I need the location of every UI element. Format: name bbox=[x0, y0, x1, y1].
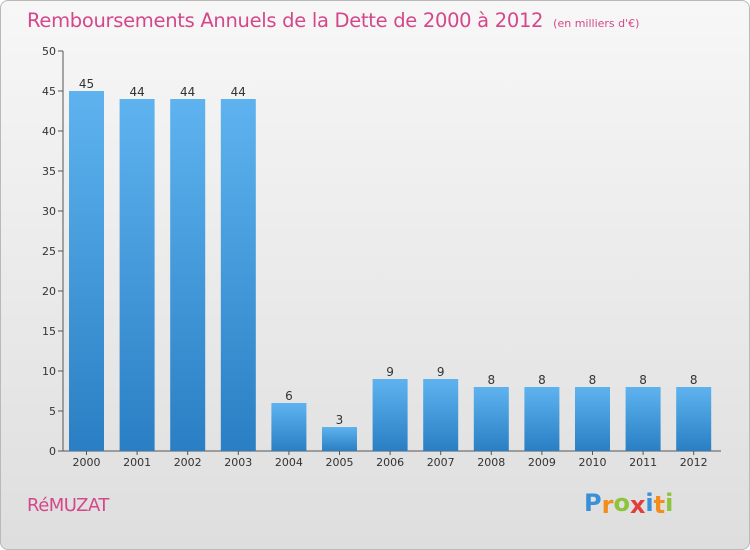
bar bbox=[271, 403, 307, 451]
unit-note: (en milliers d'€) bbox=[553, 17, 640, 30]
bar bbox=[69, 91, 104, 451]
x-tick-label: 2011 bbox=[629, 456, 657, 469]
x-tick-label: 2008 bbox=[477, 456, 505, 469]
bar bbox=[423, 379, 459, 451]
bar bbox=[220, 99, 256, 451]
data-label: 9 bbox=[386, 365, 394, 379]
bar bbox=[372, 379, 408, 451]
logo-letter: i bbox=[645, 489, 654, 517]
data-label: 44 bbox=[129, 85, 144, 99]
data-label: 45 bbox=[79, 77, 94, 91]
y-tick-label: 20 bbox=[42, 285, 56, 298]
x-tick-label: 2001 bbox=[123, 456, 151, 469]
y-tick-label: 50 bbox=[42, 45, 56, 58]
bar bbox=[170, 99, 206, 451]
y-tick-label: 15 bbox=[42, 325, 56, 338]
x-tick-label: 2009 bbox=[528, 456, 556, 469]
bars bbox=[69, 91, 712, 451]
data-label: 3 bbox=[336, 413, 344, 427]
x-tick-label: 2010 bbox=[579, 456, 607, 469]
data-label: 44 bbox=[180, 85, 195, 99]
logo-letter: r bbox=[601, 491, 614, 519]
commune-name: RéMUZAT bbox=[27, 495, 109, 516]
chart-title-text: Remboursements Annuels de la Dette de 20… bbox=[27, 9, 544, 32]
y-tick-label: 25 bbox=[42, 245, 56, 258]
bar bbox=[473, 387, 509, 451]
logo-letter: t bbox=[653, 491, 666, 519]
chart-title: Remboursements Annuels de la Dette de 20… bbox=[27, 9, 639, 32]
y-tick-label: 10 bbox=[42, 365, 56, 378]
data-label: 9 bbox=[437, 365, 445, 379]
data-label: 44 bbox=[231, 85, 246, 99]
y-tick-label: 40 bbox=[42, 125, 56, 138]
logo-letter: o bbox=[613, 489, 630, 517]
y-tick-label: 0 bbox=[49, 445, 56, 458]
x-tick-label: 2007 bbox=[427, 456, 455, 469]
data-label: 8 bbox=[690, 373, 698, 387]
x-tick-label: 2005 bbox=[326, 456, 354, 469]
data-label: 8 bbox=[487, 373, 495, 387]
bar bbox=[322, 427, 357, 451]
x-tick-label: 2006 bbox=[376, 456, 404, 469]
x-tick-label: 2003 bbox=[224, 456, 252, 469]
x-tick-label: 2002 bbox=[174, 456, 202, 469]
x-tick-label: 2000 bbox=[73, 456, 101, 469]
data-label: 8 bbox=[538, 373, 546, 387]
y-tick-label: 45 bbox=[42, 85, 56, 98]
proxiti-logo: Proxiti bbox=[584, 489, 674, 519]
logo-letter: x bbox=[629, 491, 646, 519]
data-labels: 45 44 44 44 6 3 9 9 8 8 8 8 8 bbox=[79, 77, 698, 427]
x-tick-label: 2012 bbox=[680, 456, 708, 469]
y-tick-label: 35 bbox=[42, 165, 56, 178]
data-label: 6 bbox=[285, 389, 293, 403]
logo-letter: i bbox=[665, 489, 674, 517]
bar bbox=[524, 387, 560, 451]
y-tick-label: 5 bbox=[49, 405, 56, 418]
bar bbox=[119, 99, 155, 451]
data-label: 8 bbox=[639, 373, 647, 387]
bar bbox=[625, 387, 661, 451]
bar bbox=[676, 387, 712, 451]
y-tick-label: 30 bbox=[42, 205, 56, 218]
bar bbox=[575, 387, 610, 451]
logo-letter: P bbox=[584, 489, 602, 517]
data-label: 8 bbox=[589, 373, 597, 387]
x-tick-label: 2004 bbox=[275, 456, 303, 469]
